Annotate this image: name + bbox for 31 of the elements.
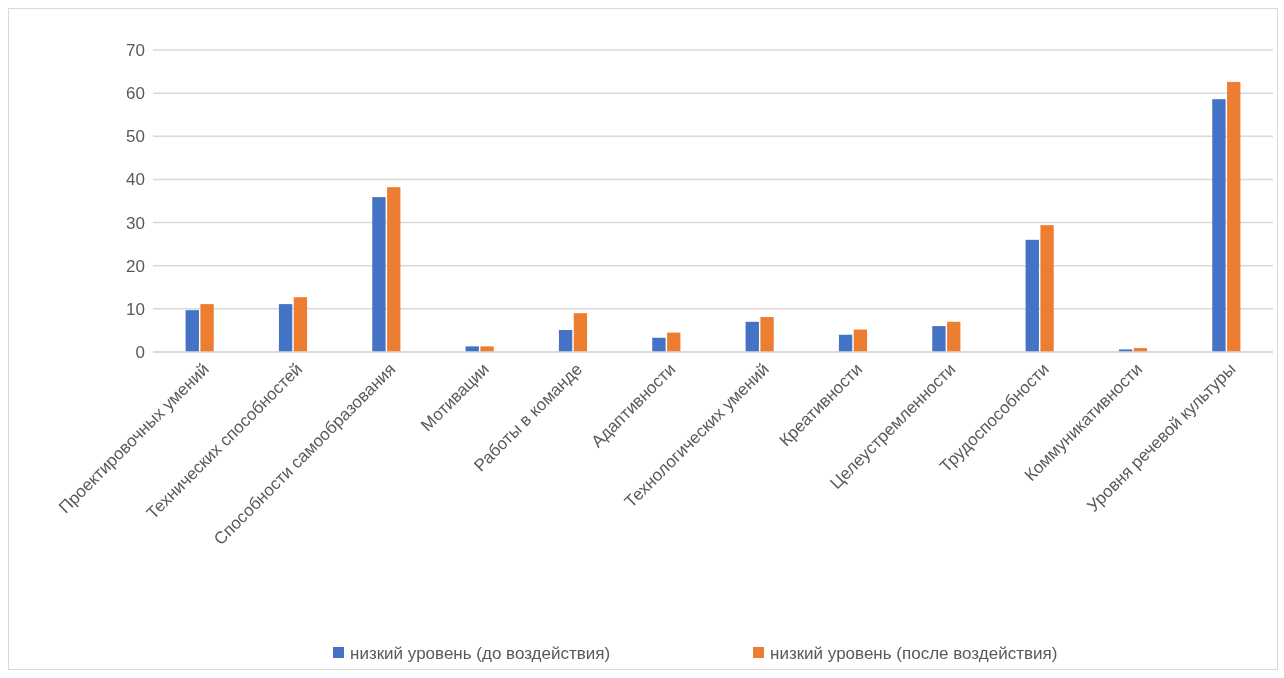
bar (1040, 225, 1054, 352)
bar (200, 304, 214, 352)
y-tick-label: 60 (126, 84, 145, 104)
y-tick-label: 50 (126, 127, 145, 147)
y-tick-label: 10 (126, 299, 145, 319)
bar (278, 304, 293, 352)
bar (745, 321, 759, 352)
bar (1227, 81, 1241, 352)
bar (185, 310, 199, 352)
bar (1025, 239, 1039, 352)
bar (652, 337, 666, 352)
y-tick-label: 0 (135, 342, 145, 362)
y-tick-label: 40 (126, 170, 145, 190)
bar (838, 334, 853, 352)
bar (853, 329, 868, 352)
y-tick-label: 30 (126, 213, 145, 233)
bar (573, 313, 588, 352)
bar (667, 332, 681, 352)
bar (558, 330, 573, 352)
bar (947, 321, 961, 352)
y-tick-label: 20 (126, 256, 145, 276)
legend-label: низкий уровень (до воздействия) (350, 643, 611, 663)
bar (932, 326, 946, 352)
bar (1212, 99, 1226, 352)
bar (372, 197, 386, 352)
y-tick-label: 70 (126, 40, 145, 60)
bar (480, 346, 494, 352)
bar (760, 317, 774, 352)
bar (387, 187, 401, 352)
legend-label: низкий уровень (после воздействия) (770, 643, 1058, 663)
bar (293, 297, 308, 352)
